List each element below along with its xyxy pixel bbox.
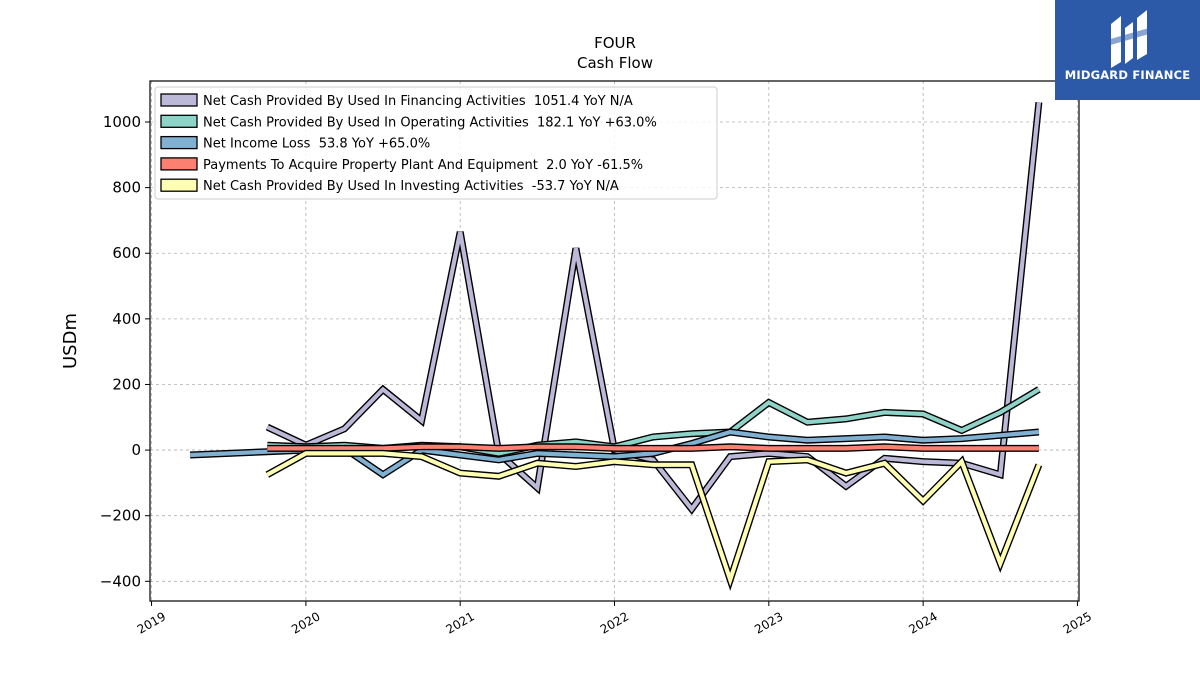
legend-entry: Net Income Loss 53.8 YoY +65.0% [203, 137, 430, 152]
series-line-payments-to-acquire-property-plant-and-equipment [267, 444, 1039, 451]
legend-entry: Net Cash Provided By Used In Financing A… [203, 94, 633, 109]
y-tick-label: 200 [112, 375, 141, 393]
x-tick-label: 2019 [135, 609, 168, 636]
brand-name: MIDGARD FINANCE [1064, 68, 1191, 82]
y-tick-label: −200 [100, 507, 141, 525]
legend-swatch [160, 114, 198, 128]
legend-entry: Net Cash Provided By Used In Operating A… [203, 115, 657, 130]
chart-title: FOUR [594, 34, 636, 52]
brand-logo: MIDGARD FINANCE [1055, 0, 1200, 100]
y-tick-label: 600 [112, 244, 141, 262]
legend-swatch [160, 93, 198, 107]
y-tick-label: 400 [112, 310, 141, 328]
legend: Net Cash Provided By Used In Financing A… [154, 86, 718, 200]
series-line-net-cash-provided-by-used-in-financing-activities [266, 102, 1041, 513]
x-tick-label: 2023 [752, 609, 785, 636]
legend-swatch [160, 135, 198, 150]
y-tick-label: 800 [112, 179, 141, 197]
x-tick-label: 2024 [906, 609, 939, 636]
legend-entry: Net Cash Provided By Used In Investing A… [203, 179, 619, 194]
legend-swatch [160, 178, 198, 192]
legend-box [154, 86, 718, 200]
x-tick-label: 2025 [1061, 609, 1094, 636]
x-tick-label: 2022 [598, 609, 631, 636]
legend-swatch [160, 157, 198, 171]
chart-subtitle: Cash Flow [577, 54, 653, 72]
y-axis-label: USDm [60, 313, 81, 369]
y-tick-label: 1000 [103, 113, 141, 131]
x-tick-label: 2021 [443, 609, 476, 636]
midgard-logo-icon [1107, 10, 1149, 68]
legend-entry: Payments To Acquire Property Plant And E… [203, 158, 643, 173]
y-tick-label: −400 [100, 572, 141, 590]
series-lines [189, 101, 1043, 591]
x-tick-label: 2020 [289, 609, 322, 636]
series-line-net-cash-provided-by-used-in-investing-activities [266, 451, 1041, 587]
y-tick-label: 0 [131, 441, 141, 459]
